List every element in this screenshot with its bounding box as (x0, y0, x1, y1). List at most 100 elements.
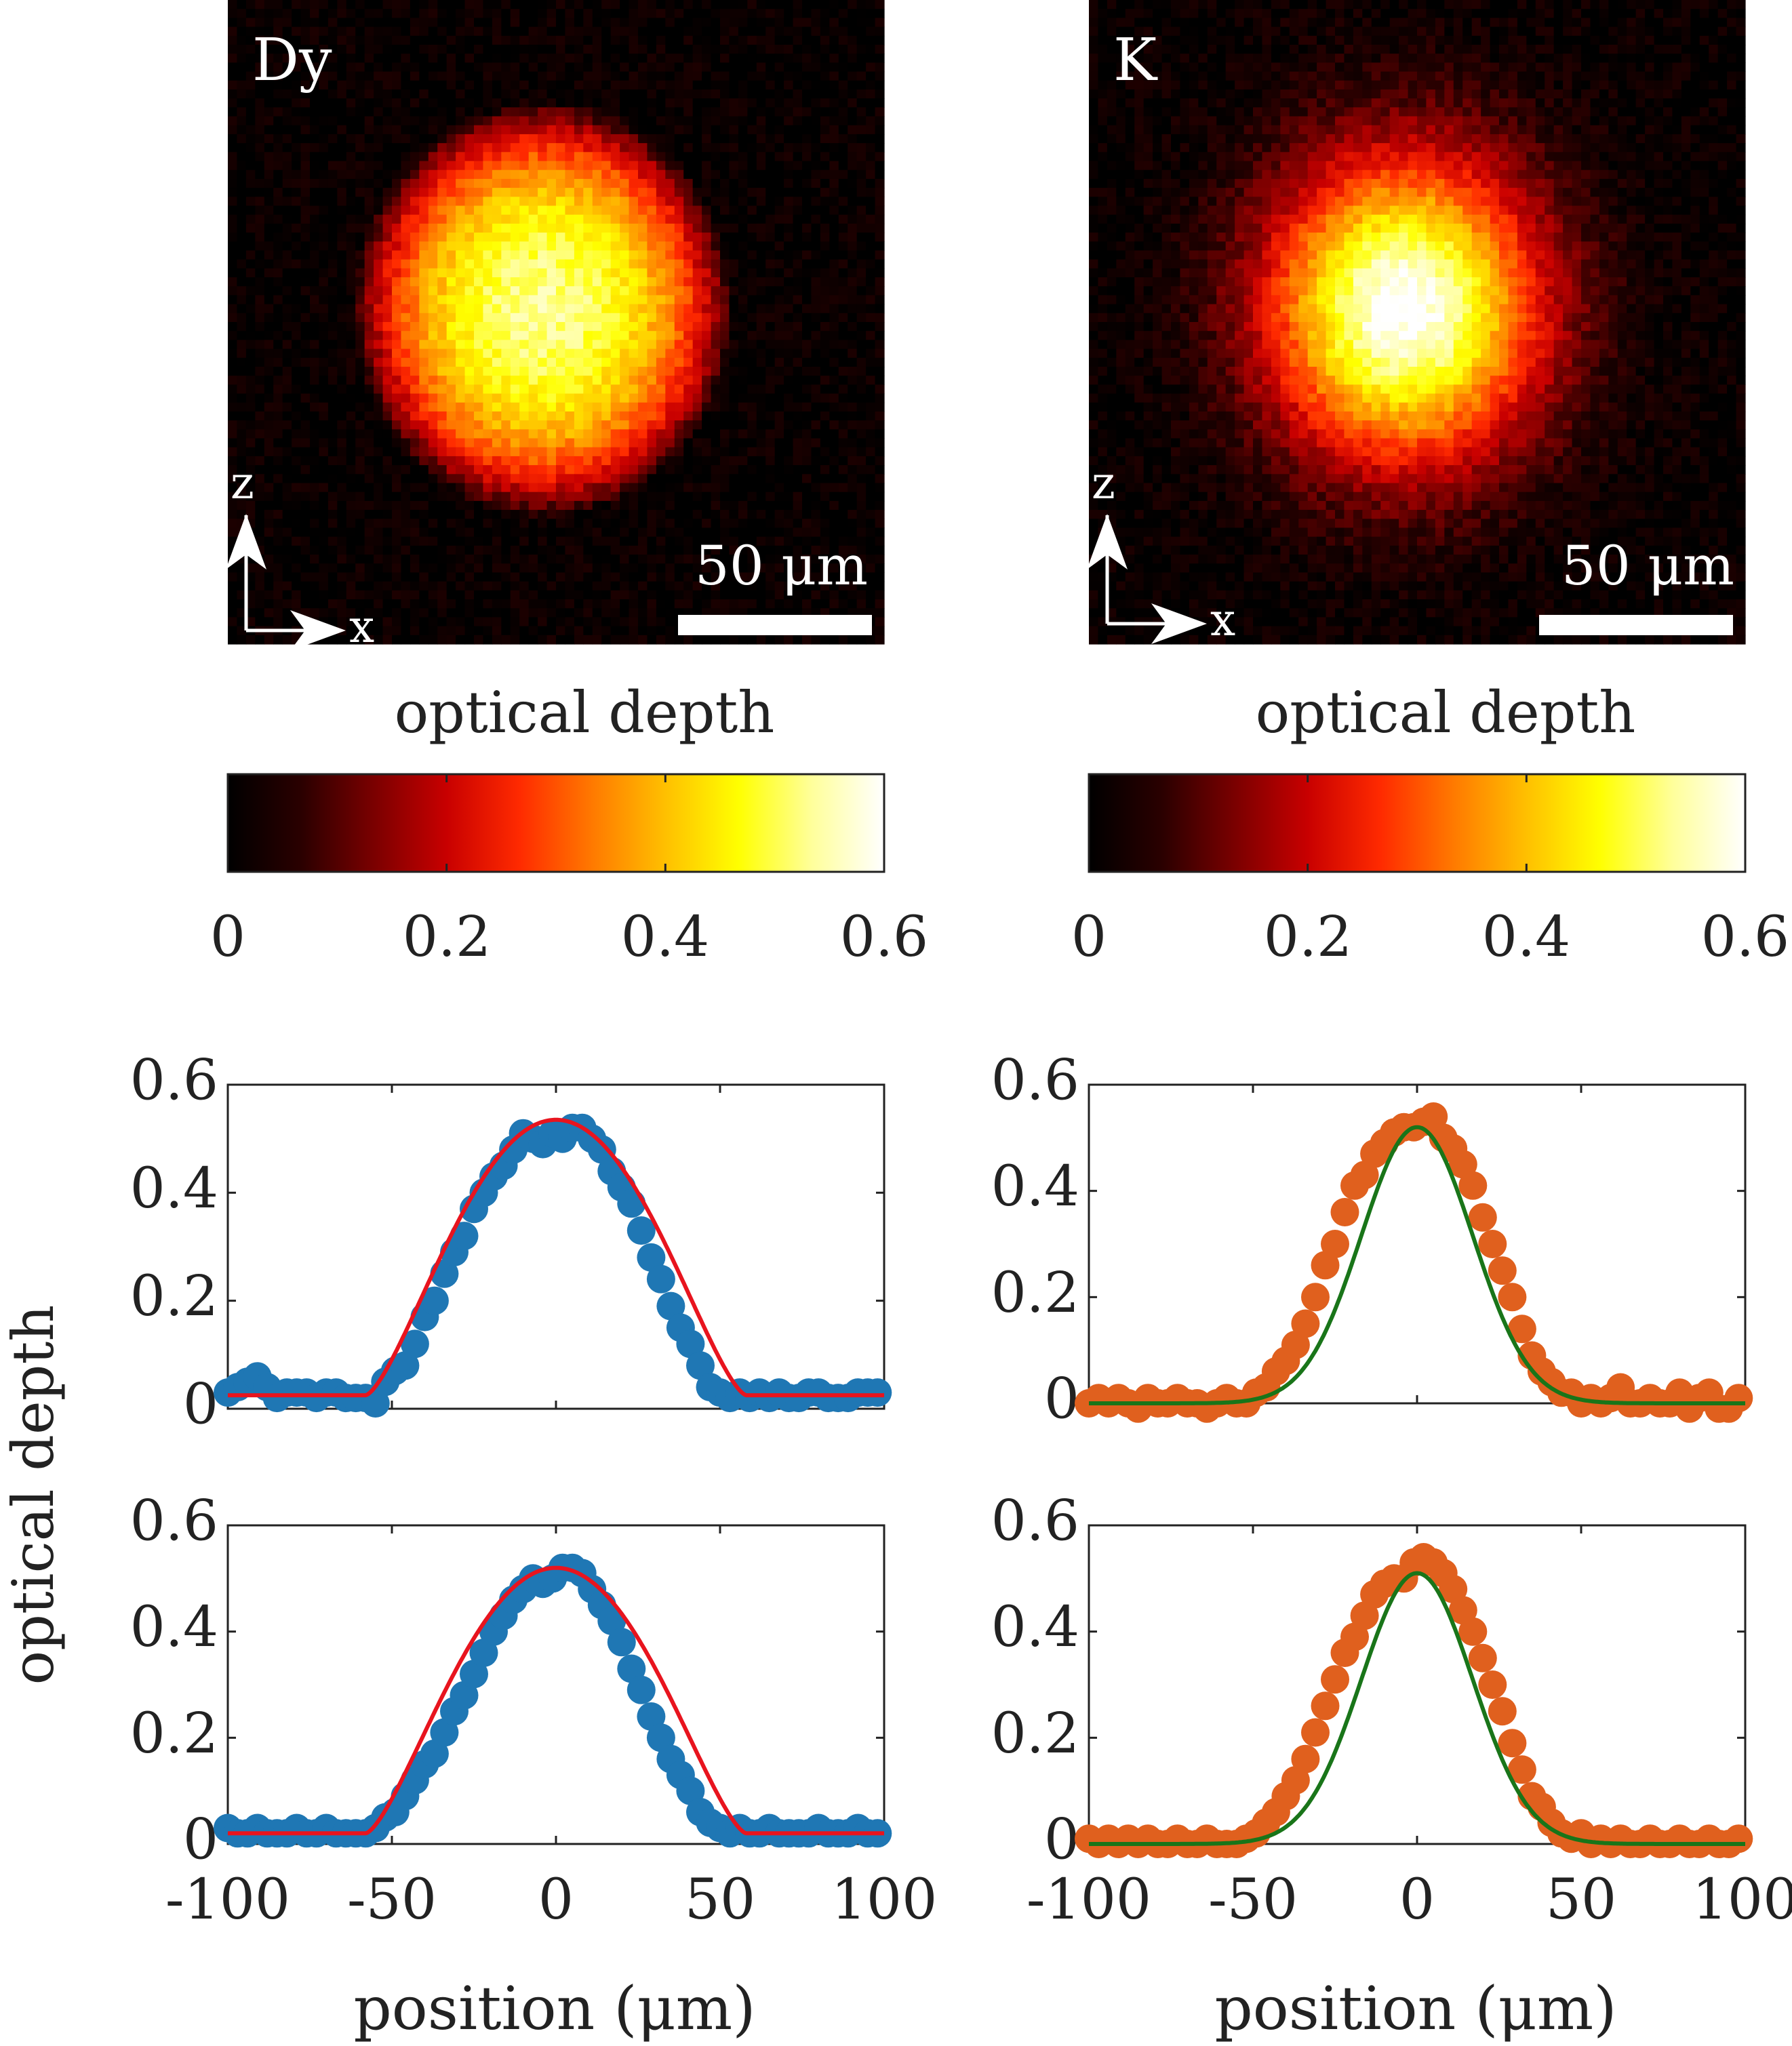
image-pixel (228, 590, 238, 600)
image-pixel (711, 510, 721, 519)
image-pixel (711, 590, 721, 600)
image-pixel (228, 393, 238, 403)
image-pixel (510, 519, 520, 529)
image-pixel (565, 161, 575, 171)
image-pixel (310, 429, 320, 439)
image-pixel (601, 393, 612, 403)
image-pixel (638, 313, 648, 323)
image-pixel (711, 376, 721, 385)
image-pixel (756, 0, 766, 9)
image-pixel (319, 26, 329, 37)
image-pixel (419, 178, 429, 188)
image-pixel (866, 268, 876, 278)
image-pixel (346, 98, 356, 108)
image-pixel (610, 0, 620, 9)
image-pixel (346, 536, 356, 546)
image-pixel (583, 89, 593, 99)
image-pixel (374, 169, 384, 180)
image-pixel (811, 510, 821, 519)
image-pixel (337, 286, 347, 296)
image-pixel (382, 393, 393, 403)
image-pixel (820, 80, 830, 90)
image-pixel (838, 205, 848, 216)
image-pixel (245, 510, 256, 519)
image-pixel (428, 188, 438, 197)
image-pixel (419, 143, 429, 153)
image-pixel (647, 527, 657, 538)
image-pixel (601, 545, 612, 555)
image-pixel (674, 143, 684, 153)
image-pixel (647, 411, 657, 421)
image-pixel (574, 44, 584, 54)
image-pixel (674, 510, 684, 519)
image-pixel (711, 9, 721, 18)
image-pixel (483, 563, 493, 574)
image-pixel (610, 286, 620, 296)
image-pixel (437, 483, 447, 493)
image-pixel (747, 402, 757, 412)
image-pixel (492, 286, 502, 296)
image-pixel (793, 89, 803, 99)
image-pixel (237, 143, 247, 153)
image-pixel (310, 393, 320, 403)
image-pixel (510, 331, 520, 340)
image-pixel (711, 259, 721, 269)
image-pixel (866, 286, 876, 296)
image-pixel (319, 161, 329, 171)
image-pixel (811, 214, 821, 224)
image-pixel (592, 107, 602, 117)
image-pixel (656, 250, 666, 260)
image-pixel (592, 188, 602, 197)
image-pixel (483, 188, 493, 197)
image-pixel (720, 483, 730, 493)
image-pixel (364, 348, 374, 359)
image-pixel (875, 143, 885, 153)
image-pixel (875, 116, 885, 126)
image-pixel (647, 54, 657, 63)
image-pixel (264, 223, 274, 233)
image-pixel (300, 331, 311, 340)
image-pixel (583, 214, 593, 224)
image-pixel (273, 465, 283, 475)
image-pixel (464, 44, 475, 54)
image-pixel (629, 134, 639, 144)
image-pixel (401, 348, 411, 359)
image-pixel (474, 429, 484, 439)
image-pixel (501, 393, 511, 403)
image-pixel (711, 134, 721, 144)
image-pixel (519, 169, 530, 180)
image-pixel (774, 348, 784, 359)
image-pixel (245, 54, 256, 63)
image-pixel (456, 241, 466, 252)
image-pixel (410, 233, 420, 242)
image-pixel (483, 0, 493, 9)
image-pixel (738, 465, 748, 475)
image-pixel (237, 107, 247, 117)
image-pixel (747, 348, 757, 359)
image-pixel (866, 89, 876, 99)
image-pixel (610, 152, 620, 162)
image-pixel (273, 197, 283, 207)
image-pixel (592, 411, 602, 421)
image-pixel (273, 402, 283, 412)
image-pixel (729, 581, 739, 591)
image-pixel (784, 116, 794, 126)
image-pixel (793, 62, 803, 73)
image-pixel (392, 376, 402, 385)
image-pixel (556, 107, 566, 117)
image-pixel (683, 393, 694, 403)
image-pixel (683, 366, 694, 376)
image-pixel (556, 492, 566, 502)
image-pixel (546, 241, 557, 252)
image-pixel (228, 357, 238, 367)
image-pixel (601, 420, 612, 430)
image-pixel (601, 510, 612, 519)
image-pixel (355, 545, 365, 555)
image-pixel (355, 322, 365, 332)
image-pixel (866, 465, 876, 475)
image-pixel (665, 393, 675, 403)
image-pixel (327, 89, 338, 99)
image-pixel (392, 286, 402, 296)
image-pixel (774, 590, 784, 600)
image-pixel (629, 474, 639, 484)
